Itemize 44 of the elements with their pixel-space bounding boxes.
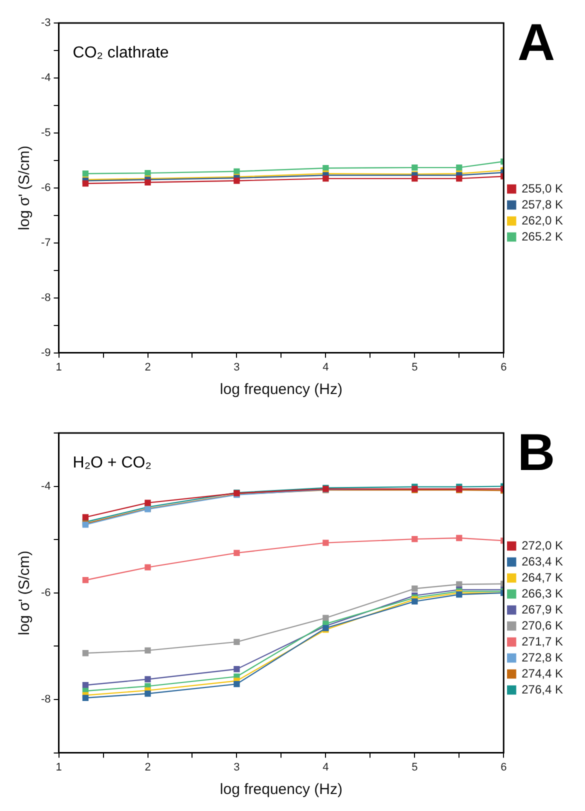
x-tick-label: 4: [322, 761, 329, 774]
legend-label: 276,4 K: [522, 682, 564, 696]
chart-title: B: [517, 424, 555, 482]
legend-label: 263,4 K: [522, 554, 564, 568]
legend-label: 272,8 K: [522, 650, 564, 664]
legend-label: 265.2 K: [522, 229, 564, 244]
legend-label: 272,0 K: [522, 538, 564, 552]
x-tick-label: 6: [500, 761, 507, 774]
x-tick-label: 3: [234, 761, 240, 774]
chart-title: A: [517, 14, 555, 72]
y-tick-label: -8: [41, 292, 51, 304]
x-tick-label: 4: [322, 361, 329, 374]
y-tick-label: -6: [41, 586, 51, 599]
x-tick-label: 1: [56, 761, 62, 774]
legend-label: 274,4 K: [522, 666, 564, 680]
y-tick-label: -5: [41, 126, 51, 139]
x-axis-title: log frequency (Hz): [220, 781, 342, 798]
legend-label: 264,7 K: [522, 570, 564, 584]
x-tick-label: 2: [144, 761, 151, 774]
legend-label: 266,3 K: [522, 586, 564, 600]
x-tick-label: 2: [144, 361, 151, 374]
x-tick-label: 1: [56, 361, 62, 374]
y-axis-title: log σ' (S/cm): [16, 146, 34, 230]
annotation: H₂O + CO₂: [72, 454, 152, 472]
legend-label: 255,0 K: [522, 181, 564, 196]
legend-label: 257,8 K: [522, 197, 564, 212]
x-tick-label: 5: [412, 761, 418, 774]
y-tick-label: -4: [41, 72, 51, 84]
y-axis-title: log σ' (S/cm): [16, 550, 34, 636]
legend-label: 271,7 K: [522, 634, 564, 648]
legend-label: 270,6 K: [522, 618, 564, 632]
annotation: CO₂ clathrate: [72, 44, 169, 62]
x-axis-title: log frequency (Hz): [220, 381, 342, 398]
y-tick-label: -3: [41, 17, 51, 30]
y-tick-label: -7: [41, 236, 51, 249]
x-tick-label: 3: [234, 361, 240, 374]
legend-label: 262,0 K: [522, 213, 564, 228]
y-tick-label: -6: [41, 182, 51, 194]
x-tick-label: 6: [500, 361, 507, 374]
y-tick-label: -8: [41, 694, 51, 706]
y-tick-label: -9: [41, 346, 51, 359]
legend-label: 267,9 K: [522, 602, 564, 616]
y-tick-label: -4: [41, 480, 51, 492]
x-tick-label: 5: [412, 361, 418, 374]
